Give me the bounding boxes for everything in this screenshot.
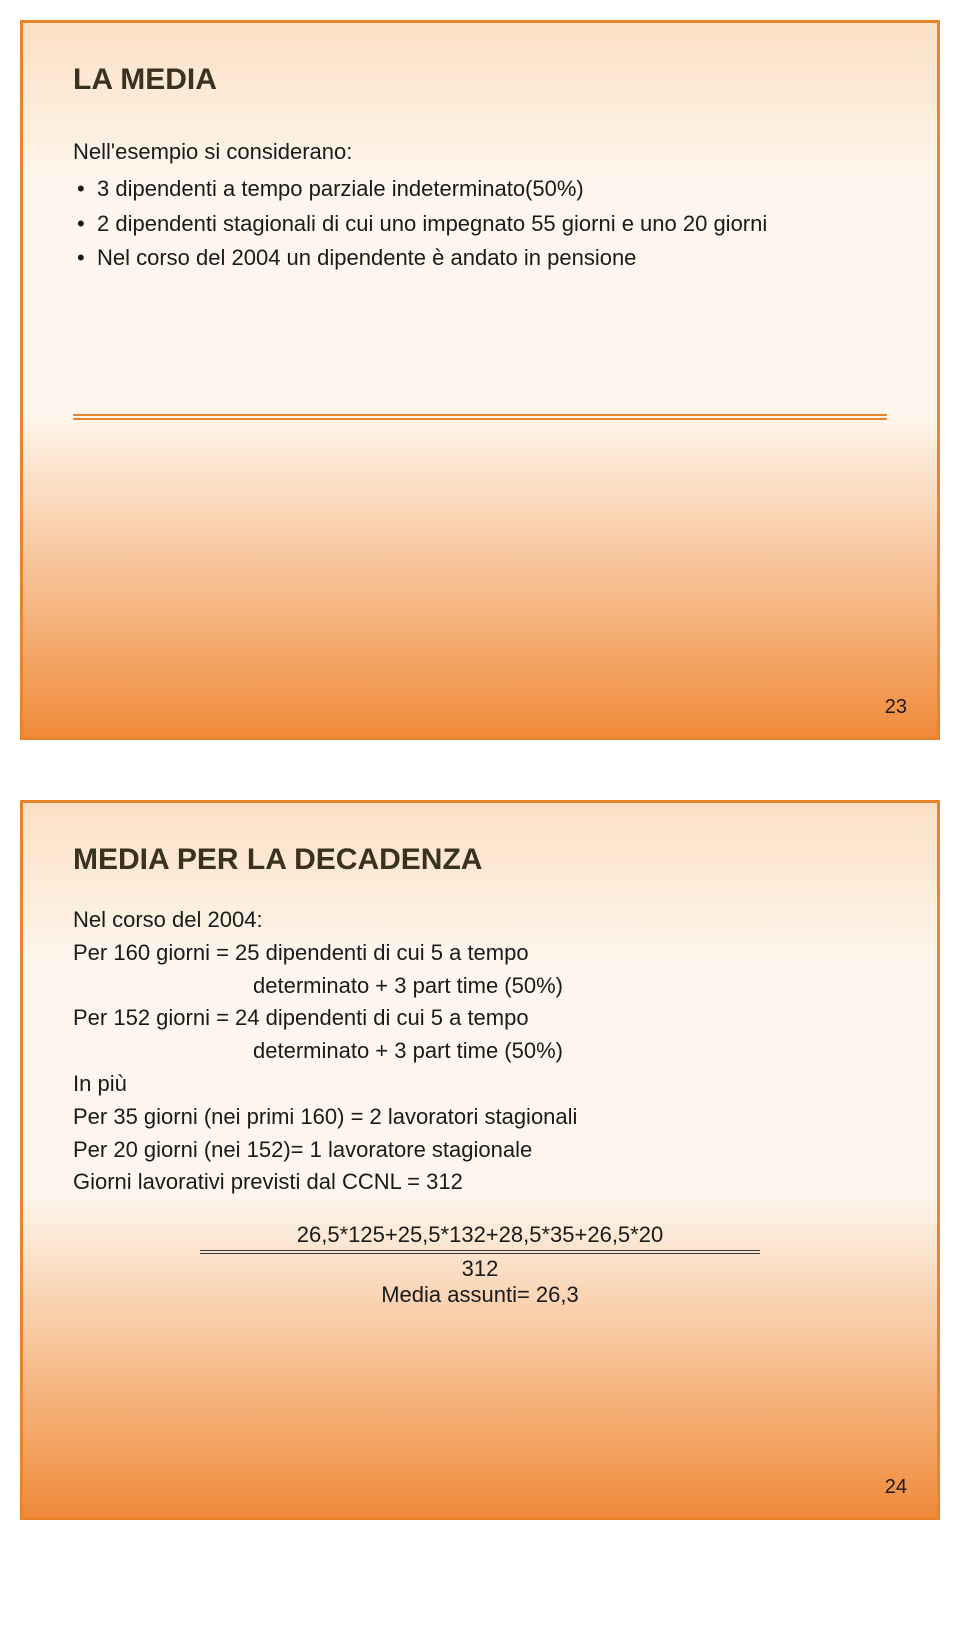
slide1-bullet-3: Nel corso del 2004 un dipendente è andat…: [73, 243, 887, 274]
slide-media-per-la-decadenza: MEDIA PER LA DECADENZA Nel corso del 200…: [20, 800, 940, 1520]
slide2-line-3: Per 152 giorni = 24 dipendenti di cui 5 …: [73, 1003, 887, 1034]
slide2-line-2: Per 160 giorni = 25 dipendenti di cui 5 …: [73, 938, 887, 969]
slide2-line-4: In più: [73, 1069, 887, 1100]
slide1-page-number: 23: [885, 696, 907, 719]
slide2-line-6: Per 20 giorni (nei 152)= 1 lavoratore st…: [73, 1135, 887, 1166]
slide2-body: Nel corso del 2004: Per 160 giorni = 25 …: [73, 905, 887, 1198]
slide2-title: MEDIA PER LA DECADENZA: [73, 843, 887, 877]
slide1-bullet-1: 3 dipendenti a tempo parziale indetermin…: [73, 174, 887, 205]
slide1-title: LA MEDIA: [73, 63, 887, 97]
slide1-body: Nell'esempio si considerano: 3 dipendent…: [73, 137, 887, 274]
slide2-page-number: 24: [885, 1476, 907, 1499]
formula-denominator: 312: [73, 1256, 887, 1282]
formula-numerator: 26,5*125+25,5*132+28,5*35+26,5*20: [73, 1222, 887, 1248]
slide1-intro: Nell'esempio si considerano:: [73, 137, 887, 168]
slide2-line-3b: determinato + 3 part time (50%): [73, 1036, 887, 1067]
slide2-line-7: Giorni lavorativi previsti dal CCNL = 31…: [73, 1167, 887, 1198]
slide1-bullet-list: 3 dipendenti a tempo parziale indetermin…: [73, 174, 887, 274]
formula-fraction-line: [200, 1250, 760, 1254]
slide2-line-1: Nel corso del 2004:: [73, 905, 887, 936]
slide2-line-5: Per 35 giorni (nei primi 160) = 2 lavora…: [73, 1102, 887, 1133]
slide2-formula: 26,5*125+25,5*132+28,5*35+26,5*20 312 Me…: [73, 1222, 887, 1308]
slide2-line-2b: determinato + 3 part time (50%): [73, 971, 887, 1002]
slide-la-media: LA MEDIA Nell'esempio si considerano: 3 …: [20, 20, 940, 740]
formula-result: Media assunti= 26,3: [73, 1282, 887, 1308]
slide1-bullet-2: 2 dipendenti stagionali di cui uno impeg…: [73, 209, 887, 240]
slide1-separator: [73, 414, 887, 420]
